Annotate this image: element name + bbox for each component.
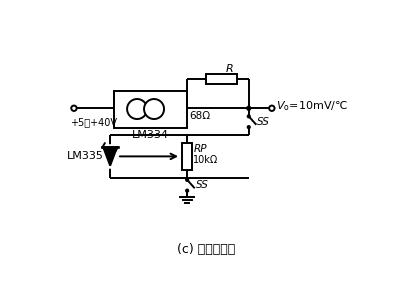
Text: 10kΩ: 10kΩ <box>193 155 219 165</box>
Text: 68Ω: 68Ω <box>189 111 210 120</box>
Circle shape <box>247 126 250 129</box>
Text: SS: SS <box>196 180 208 190</box>
Circle shape <box>269 106 275 111</box>
Bar <box>206 74 237 84</box>
Circle shape <box>247 115 250 118</box>
Circle shape <box>247 106 251 110</box>
Text: LM335: LM335 <box>67 151 104 161</box>
Bar <box>182 143 192 170</box>
Circle shape <box>127 99 147 119</box>
Text: RP: RP <box>193 144 207 155</box>
Circle shape <box>186 189 189 192</box>
Circle shape <box>71 106 77 111</box>
Text: R: R <box>226 64 233 74</box>
Text: LM334: LM334 <box>132 130 169 140</box>
Bar <box>114 91 187 127</box>
Circle shape <box>144 99 164 119</box>
Text: +5～+40V: +5～+40V <box>70 118 117 127</box>
Text: SS: SS <box>257 117 270 127</box>
Circle shape <box>186 179 189 181</box>
Text: (c) 并联应用；: (c) 并联应用； <box>177 243 236 256</box>
Polygon shape <box>103 147 117 166</box>
Text: $\it{V}$$_{\rm o}$=10mV/℃: $\it{V}$$_{\rm o}$=10mV/℃ <box>276 99 348 113</box>
